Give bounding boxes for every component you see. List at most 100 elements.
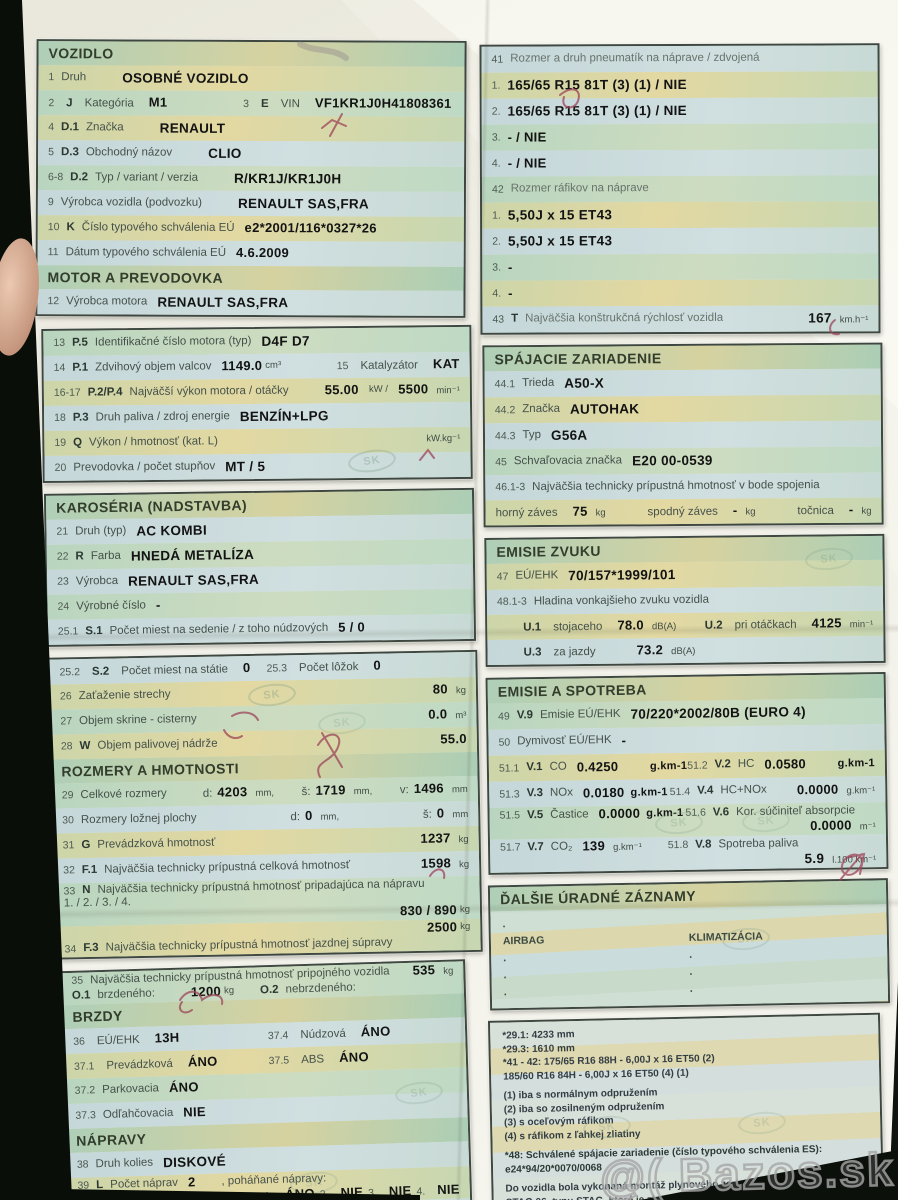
field-label: Trieda [522, 377, 555, 390]
table-row: 11 Dátum typového schválenia EÚ 4.6.2009 [37, 240, 464, 267]
field-value: 0 [436, 805, 445, 821]
field-number: 43 [492, 313, 505, 326]
field-unit: mm, [320, 811, 340, 823]
field-value: ÁNO [168, 1078, 199, 1095]
field-label: nebrzdeného: [285, 980, 357, 995]
field-label: Číslo typového schválenia EÚ [81, 221, 235, 234]
field-value: OSOBNÉ VOZIDLO [122, 70, 249, 86]
field-code: P.5 [72, 336, 88, 349]
field-value: e2*2001/116*0327*26 [244, 220, 377, 236]
records-col-left: . AIRBAG . . . [502, 913, 690, 1001]
field-number: 4 [48, 121, 55, 134]
right-column: 41 Rozmer a druh pneumatík na náprave / … [479, 43, 891, 1200]
field-number: 38 [76, 1158, 89, 1171]
field-number: 44.2 [494, 404, 516, 417]
section-title-text: EMISIE ZVUKU [496, 542, 601, 560]
fuel-consumption-value: 5.9 [804, 850, 825, 866]
table-row: 46.1-3 Najväčšia technicky prípustná hmo… [485, 472, 882, 501]
field-number: 45 [495, 456, 507, 469]
field-number: 3. [367, 1186, 378, 1199]
dot: . [503, 985, 507, 998]
max-speed-value: 167 [808, 310, 832, 326]
table-row: 1 Druh OSOBNÉ VOZIDLO [38, 65, 465, 92]
field-number: 2. [319, 1187, 329, 1200]
field-label: Výrobca motora [66, 295, 148, 308]
field-number: 24 [57, 601, 70, 614]
field-value: RENAULT SAS,FRA [237, 195, 370, 212]
section-title-text: EMISIE A SPOTREBA [497, 681, 647, 700]
vin-value: VF1KR1J0H41808361 [314, 95, 452, 111]
field-code: V.7 [527, 840, 544, 854]
item-number: 1. [492, 209, 501, 222]
field-number: 29 [61, 789, 74, 802]
field-label: Častice [550, 808, 589, 821]
tyre-size: - / NIE [507, 128, 547, 145]
rim-size: - [508, 259, 513, 275]
field-label: Kategória [84, 97, 134, 110]
rim-size: 5,50J x 15 ET43 [507, 207, 613, 223]
field-number: 14 [53, 362, 66, 375]
field-number: 37.1 [73, 1059, 95, 1073]
field-label: Prevodovka / počet stupňov [73, 460, 216, 474]
field-unit: kg [861, 505, 872, 517]
table-row: 1. 165/65 R15 81T (3) (1) / NIE [481, 71, 878, 99]
field-value: MT / 5 [225, 458, 266, 474]
field-label: Dymivosť EÚ/EHK [517, 734, 612, 748]
field-code: V.8 [695, 838, 712, 851]
field-value: 80 [432, 681, 449, 697]
field-code: L [96, 1178, 104, 1191]
field-value: 0 [242, 659, 251, 676]
field-number: 51.3 [499, 788, 520, 801]
field-number: 19 [54, 437, 67, 450]
table-row: 10 K Číslo typového schválenia EÚ e2*200… [37, 215, 464, 242]
field-label: EÚ/EHK [96, 1033, 140, 1047]
field-code: V.3 [526, 787, 544, 800]
item-number: 2. [491, 105, 501, 118]
field-label: Parkovacia [101, 1081, 160, 1096]
table-row: 20 Prevodovka / počet stupňov MT / 5 [44, 451, 471, 481]
bazos-watermark: @( Bazos.sk [598, 1142, 896, 1200]
field-value: 1200 [190, 982, 222, 999]
field-value: 2 [187, 1173, 196, 1189]
field-label: ABS [300, 1052, 325, 1066]
table-row: 2. 165/65 R15 81T (3) (1) / NIE [481, 97, 878, 125]
field-label: Druh (typ) [75, 524, 127, 538]
item-number: 4. [491, 157, 501, 170]
field-number: 37.4 [267, 1028, 289, 1042]
field-code: E [261, 97, 269, 110]
section-title-text: MOTOR A PREVODOVKA [47, 269, 224, 286]
field-value: CLIO [208, 145, 242, 161]
field-unit: g.km-1 [649, 759, 688, 773]
field-number: 28 [60, 740, 73, 753]
field-label: Najväčšia konštrukčná rýchlosť vozidla [525, 312, 724, 325]
field-number: 25.3 [266, 662, 288, 675]
table-row: 43 T Najväčšia konštrukčná rýchlosť vozi… [482, 305, 879, 333]
field-value: RENAULT SAS,FRA [157, 294, 289, 310]
table-row: U.3 za jazdy 73.2 dB(A) [487, 635, 884, 666]
co2-value: 139 [582, 837, 606, 854]
field-code: K [66, 221, 75, 234]
field-label: Počet miest na státie [121, 663, 229, 678]
field-label: Celkové rozmery [80, 787, 167, 802]
field-value: 1719 [315, 782, 346, 798]
field-number: 47 [496, 570, 509, 583]
field-label: spodný záves [647, 505, 718, 519]
field-value: 0 [304, 807, 313, 823]
field-value: 0.0180 [582, 784, 625, 800]
field-label: Prevádzková [106, 1057, 174, 1072]
field-label: Výrobca [75, 574, 119, 588]
field-label: Výrobné číslo [76, 599, 146, 613]
field-number: 44.3 [494, 430, 516, 443]
field-value: ÁNO [187, 1052, 218, 1069]
field-label: Typ [522, 429, 542, 442]
records-col-right: KLIMATIZÁCIA . . . [688, 909, 876, 997]
field-label: Núdzová [300, 1027, 346, 1041]
table-row: 2. 5,50J x 15 ET43 [482, 227, 879, 255]
field-label: Výkon / hmotnosť (kat. L) [88, 435, 219, 449]
field-number: 51.6 [685, 807, 706, 820]
field-code: V.6 [712, 806, 730, 819]
field-label: Druh kolies [95, 1155, 154, 1170]
field-code: V.1 [526, 761, 543, 774]
table-row: 42 Rozmer ráfikov na náprave [481, 175, 879, 203]
